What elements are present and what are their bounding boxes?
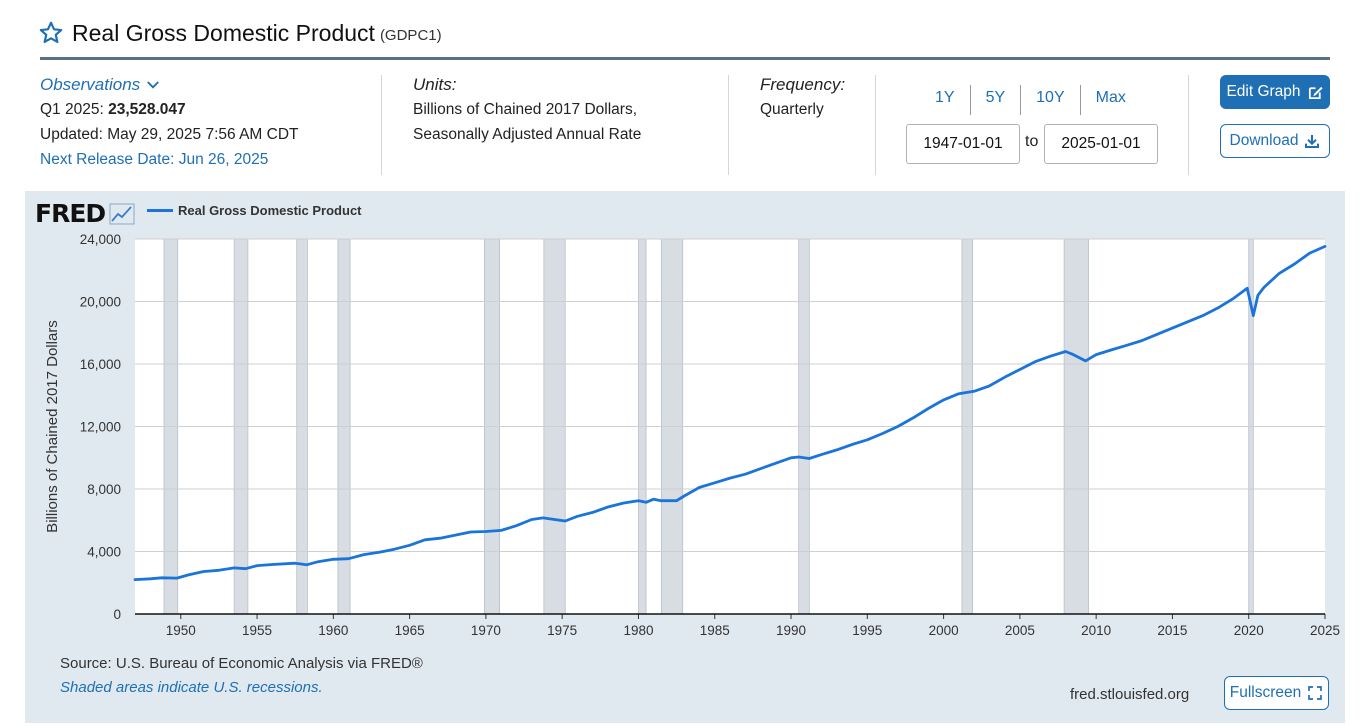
x-tick-label: 1970 [471, 623, 501, 638]
y-tick-label: 12,000 [80, 420, 121, 435]
title-row: Real Gross Domestic Product (GDPC1) [38, 16, 442, 50]
gdp-line-chart: 0 4,000 8,000 12,000 16,000 20,000 24,000 1950 1… [44, 232, 1340, 638]
units-block: Units: Billions of Chained 2017 Dollars,… [413, 72, 641, 147]
divider [875, 75, 876, 175]
divider [728, 75, 729, 175]
chart-panel: 0 4,000 8,000 12,000 16,000 20,000 24,000 1950 1… [25, 191, 1345, 723]
download-icon [1305, 135, 1320, 148]
x-tick-label: 2025 [1310, 623, 1340, 638]
chart-legend: Real Gross Domestic Product [147, 203, 362, 218]
legend-label: Real Gross Domestic Product [178, 203, 362, 218]
legend-swatch [147, 209, 173, 212]
divider [1188, 75, 1189, 175]
observations-dropdown[interactable]: Observations [40, 72, 298, 97]
edit-graph-label: Edit Graph [1226, 83, 1301, 100]
chevron-down-icon [147, 80, 160, 89]
download-button[interactable]: Download [1220, 124, 1330, 158]
observation-period: Q1 2025: [40, 101, 104, 118]
units-line-1: Billions of Chained 2017 Dollars, [413, 101, 638, 118]
x-tick-label: 1995 [852, 623, 882, 638]
x-tick-label: 2010 [1081, 623, 1111, 638]
edit-graph-button[interactable]: Edit Graph [1220, 75, 1330, 109]
latest-observation: Q1 2025: 23,528.047 [40, 97, 298, 122]
next-release-link[interactable]: Next Release Date: Jun 26, 2025 [40, 151, 269, 168]
range-buttons: 1Y 5Y 10Y Max [920, 85, 1141, 115]
x-tick-label: 1980 [623, 623, 653, 638]
source-text: Source: U.S. Bureau of Economic Analysis… [60, 655, 423, 672]
frequency-label: Frequency: [760, 75, 846, 94]
x-tick-label: 1960 [318, 623, 348, 638]
page-title: Real Gross Domestic Product [72, 19, 375, 46]
x-tick-label: 2000 [929, 623, 959, 638]
units-line-2: Seasonally Adjusted Annual Rate [413, 126, 642, 143]
x-tick-label: 2015 [1157, 623, 1187, 638]
x-tick-label: 2020 [1234, 623, 1264, 638]
y-tick-label: 24,000 [80, 232, 121, 247]
fred-url[interactable]: fred.stlouisfed.org [1070, 686, 1190, 703]
range-max-button[interactable]: Max [1095, 89, 1126, 106]
series-id: (GDPC1) [379, 26, 442, 44]
y-tick-label: 0 [113, 607, 121, 622]
star-icon[interactable] [38, 20, 64, 46]
observation-value: 23,528.047 [108, 101, 186, 118]
y-tick-label: 8,000 [87, 482, 121, 497]
x-tick-label: 1990 [776, 623, 806, 638]
units-label: Units: [413, 75, 457, 94]
range-5y-button[interactable]: 5Y [971, 85, 1022, 115]
divider [381, 75, 382, 175]
x-tick-label: 1965 [395, 623, 425, 638]
observations-label: Observations [40, 75, 141, 94]
x-tick-label: 1975 [547, 623, 577, 638]
updated-text: Updated: May 29, 2025 7:56 AM CDT [40, 126, 299, 143]
download-label: Download [1229, 132, 1299, 149]
x-tick-label: 1950 [166, 623, 196, 638]
observations-block: Observations Q1 2025: 23,528.047 Updated… [40, 72, 298, 172]
range-10y-button[interactable]: 10Y [1021, 85, 1081, 115]
y-tick-label: 4,000 [87, 545, 121, 560]
y-tick-label: 16,000 [80, 357, 121, 372]
x-tick-label: 1985 [700, 623, 730, 638]
x-tick-label: 1955 [242, 623, 272, 638]
fred-logo: FRED [35, 199, 135, 228]
range-1y-button[interactable]: 1Y [920, 85, 971, 115]
recession-note: Shaded areas indicate U.S. recessions. [60, 679, 323, 696]
y-axis-label: Billions of Chained 2017 Dollars [44, 320, 61, 533]
date-to-label: to [1025, 133, 1039, 150]
fullscreen-icon [1308, 686, 1323, 700]
title-divider [40, 57, 1330, 60]
fullscreen-button[interactable]: Fullscreen [1224, 676, 1329, 710]
chart-trend-icon [109, 203, 135, 224]
edit-icon [1308, 86, 1323, 99]
frequency-block: Frequency: Quarterly [760, 72, 845, 122]
gdp-series-line [133, 245, 1327, 582]
frequency-value: Quarterly [760, 101, 824, 118]
x-tick-label: 2005 [1005, 623, 1035, 638]
end-date-input[interactable]: 2025-01-01 [1044, 124, 1158, 164]
fullscreen-label: Fullscreen [1229, 684, 1302, 701]
start-date-input[interactable]: 1947-01-01 [906, 124, 1020, 164]
y-tick-label: 20,000 [80, 295, 121, 310]
fred-logo-text: FRED [35, 199, 106, 228]
